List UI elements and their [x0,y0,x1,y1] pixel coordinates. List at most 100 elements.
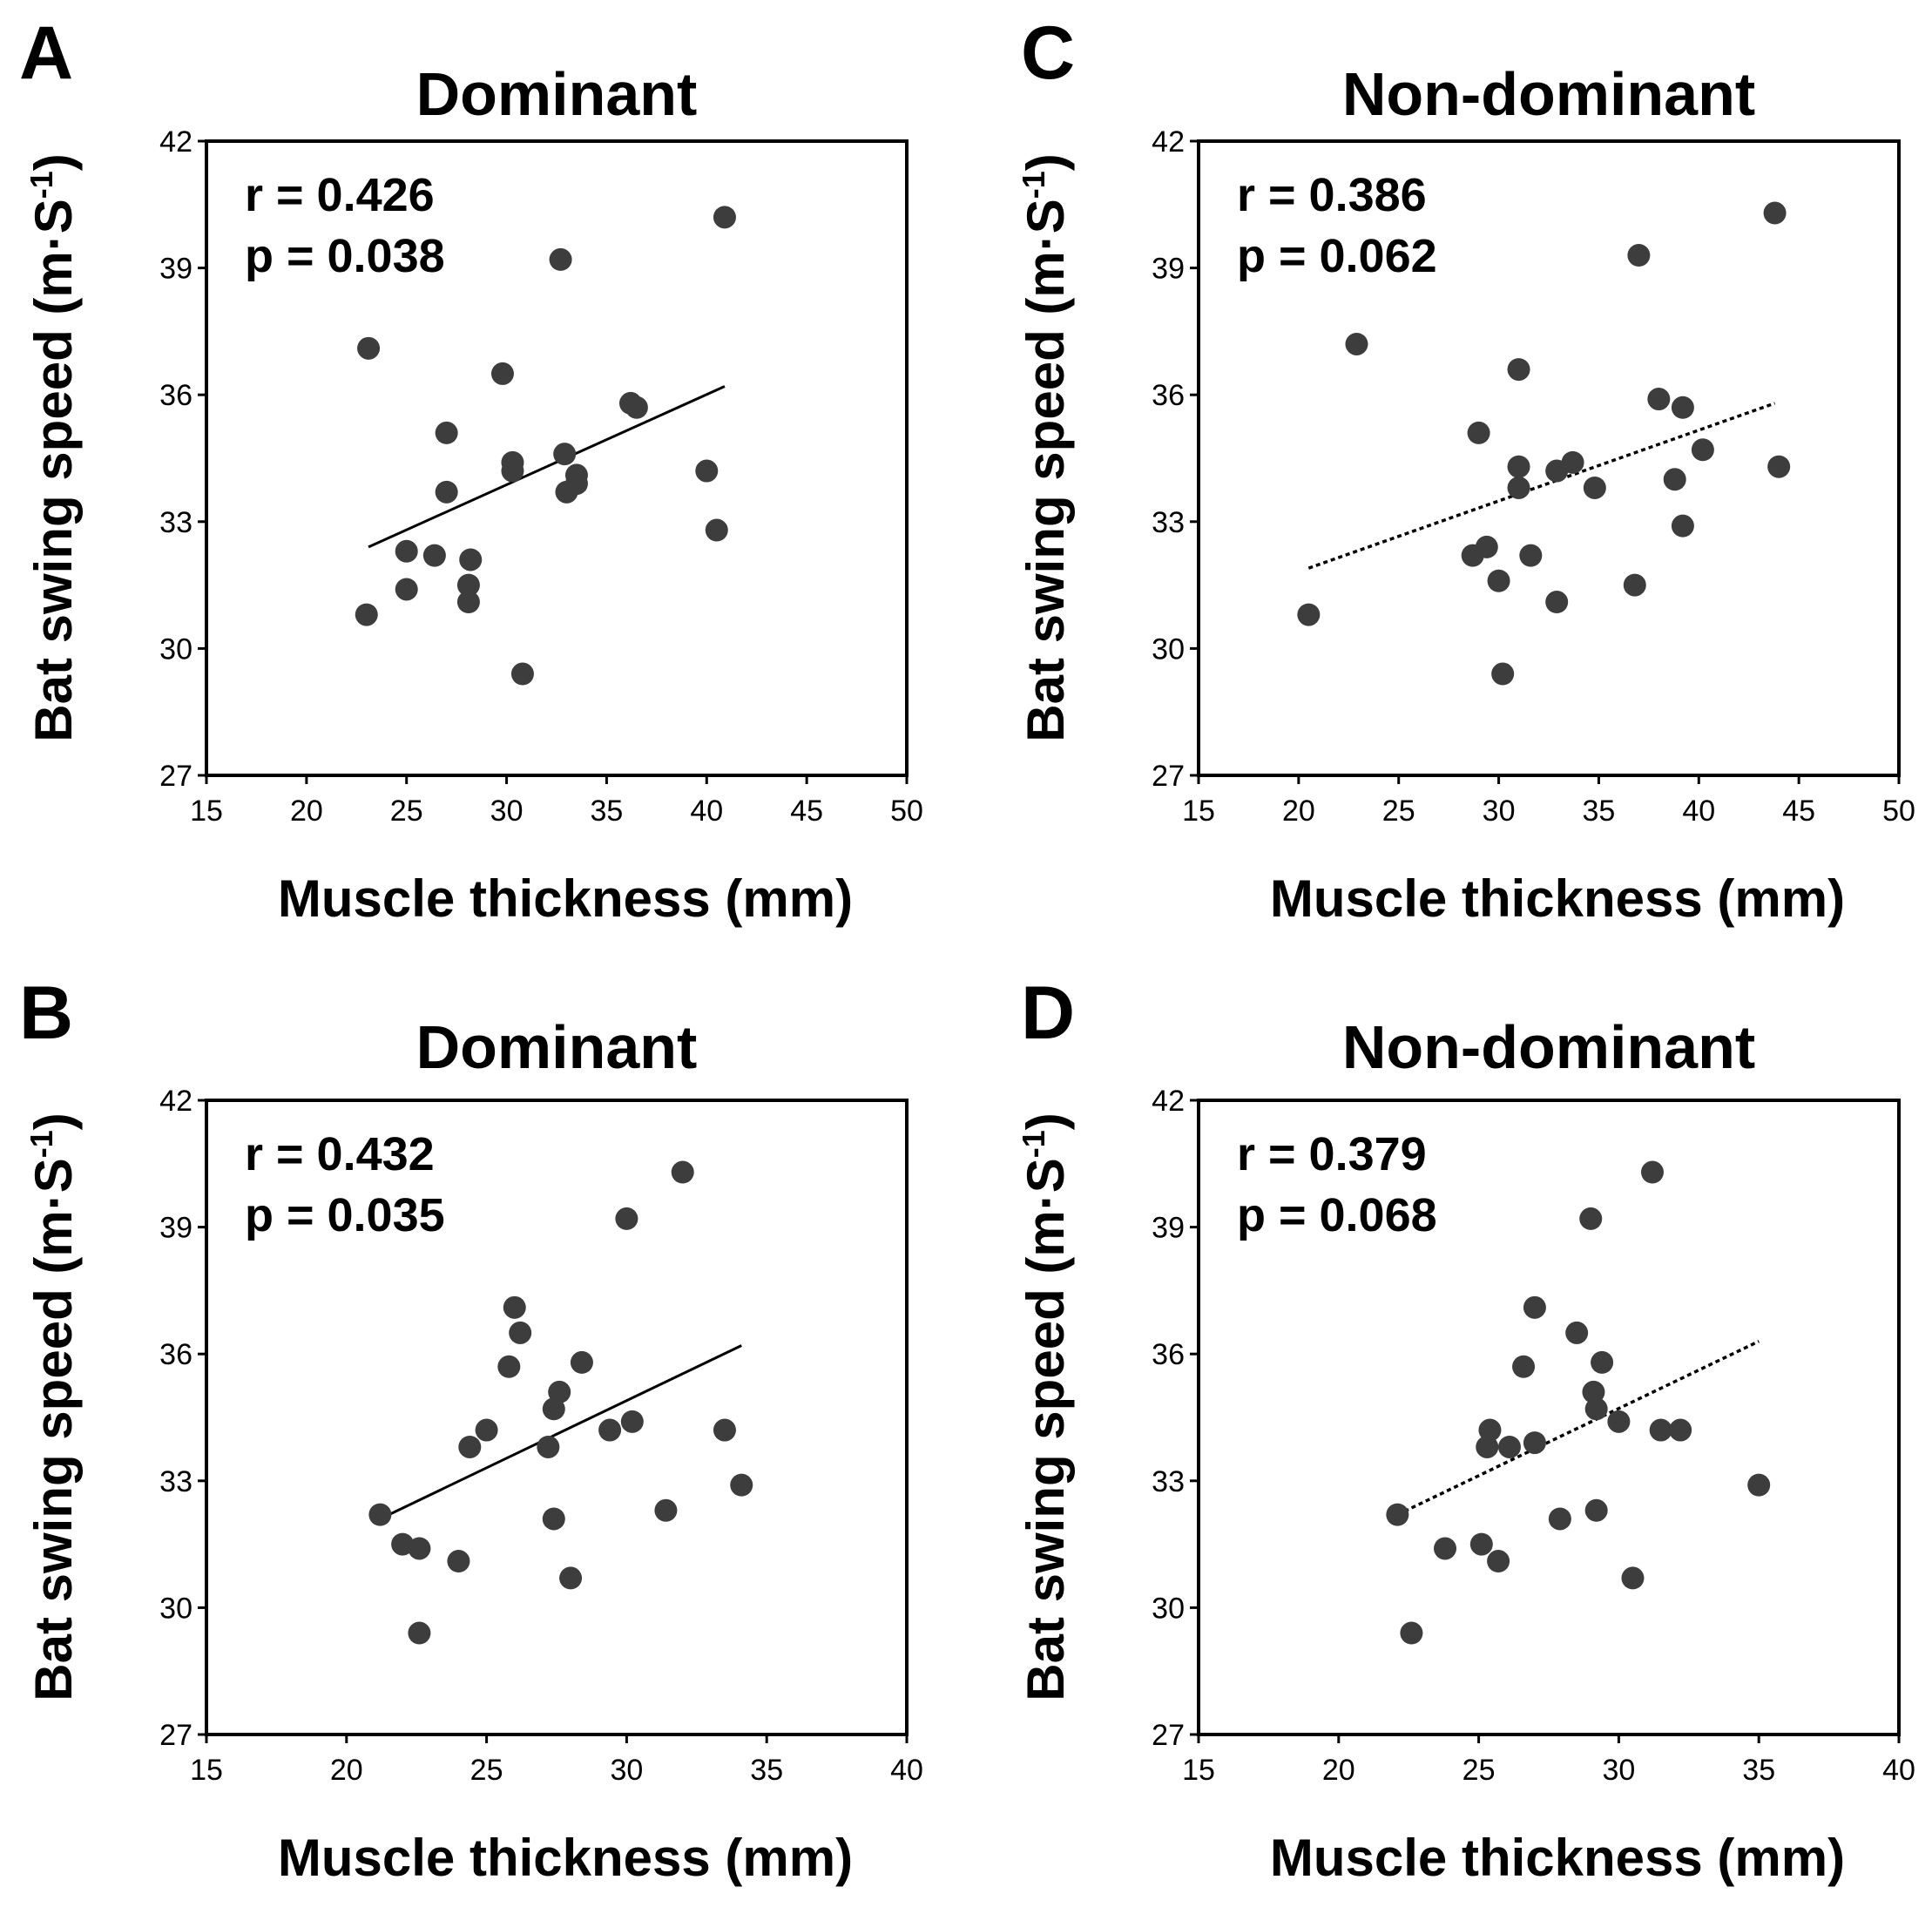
data-point [1691,438,1714,462]
trendline [1396,1340,1760,1517]
x-tick-label: 30 [1602,1754,1635,1787]
data-point [1467,421,1490,444]
panel-letter: C [1021,11,1075,95]
data-point [1763,201,1787,225]
y-axis-title-superscript: -1 [1016,171,1051,199]
x-tick-label: 45 [1782,795,1815,828]
y-tick-label: 30 [1152,1592,1185,1625]
data-point [615,1207,638,1230]
data-point [1647,388,1671,411]
plot-frame [1197,139,1901,777]
data-point [510,662,534,686]
x-tick-label: 25 [390,795,423,828]
y-tick-label: 30 [159,1592,193,1625]
data-point [1461,544,1484,567]
data-point [1591,1350,1614,1374]
data-point [435,480,458,504]
data-point [1469,1532,1493,1556]
data-point [509,1321,532,1344]
y-axis-title-unit: ·S [1017,1158,1075,1210]
data-point [422,544,446,567]
data-point [1649,1418,1672,1442]
data-point [654,1498,678,1522]
panel-letter: D [1021,971,1075,1055]
panel-title: Dominant [416,60,698,128]
data-point [1767,455,1791,478]
x-tick-label: 30 [1483,795,1516,828]
y-tick-label: 36 [159,1338,193,1371]
y-tick-label: 27 [159,760,193,793]
data-point [1607,1410,1631,1433]
y-tick-label: 39 [1152,1212,1185,1245]
stat-r: r = 0.426 [245,169,435,221]
data-point [1345,332,1368,355]
data-point [705,518,728,542]
y-tick-label: 30 [1152,632,1185,666]
x-tick-label: 20 [1322,1754,1355,1787]
panel-letter: B [19,971,73,1055]
data-point [1545,591,1569,614]
y-axis-title-superscript: -1 [1016,1130,1051,1158]
y-tick-label: 42 [1152,125,1185,159]
x-tick-label: 40 [1682,795,1715,828]
stat-p: p = 0.035 [245,1189,445,1241]
stat-r: r = 0.386 [1237,169,1427,221]
data-point [1579,1207,1603,1230]
data-point [713,1418,736,1442]
y-tick-label: 39 [1152,253,1185,286]
data-point [1627,244,1651,267]
data-point [458,1435,482,1458]
y-tick-label: 39 [159,1212,193,1245]
plot-frame [205,139,909,777]
stat-r: r = 0.432 [245,1128,435,1180]
data-point [1545,459,1569,483]
panel-b: B Dominant 27 30 33 36 39 42 15 20 25 30 35 40 Muscle … [19,971,923,1887]
data-point [570,1350,593,1374]
panel-title: Dominant [416,1013,698,1081]
panel-a: A Dominant 27 30 33 36 39 42 15 20 25 30 35 40 45 50 Mus… [19,11,923,928]
x-tick-label: 30 [610,1754,643,1787]
data-point [355,603,378,626]
data-point [713,206,736,229]
data-point [459,548,483,571]
x-tick-label: 50 [890,795,923,828]
y-axis-title-superscript: -1 [24,1130,59,1158]
y-axis-title-unit: ·S [24,199,83,251]
x-tick-label: 15 [190,795,223,828]
y-axis-title: Bat swing speed (m·S-1) [1016,153,1075,741]
data-point [1548,1507,1571,1531]
data-point [395,539,418,563]
y-axis-title-unit: ·S [24,1158,83,1210]
y-tick-label: 27 [159,1719,193,1752]
data-point [456,573,480,597]
data-point [408,1621,431,1645]
data-point [1297,603,1321,626]
x-tick-label: 15 [1182,1754,1215,1787]
x-tick-label: 20 [290,795,323,828]
x-tick-label: 40 [890,1754,923,1787]
data-point [542,1507,565,1531]
panel-d: D Non-dominant 27 30 33 36 39 42 15 20 25 30 35 40 Mus… [1016,971,1915,1887]
y-axis-title-main: Bat swing speed (m [1017,251,1075,741]
data-point [553,443,577,466]
panel-title: Non-dominant [1342,60,1755,128]
data-point [368,1503,392,1526]
y-tick-label: 33 [1152,506,1185,539]
data-point [1386,1503,1409,1526]
data-point [1497,1435,1521,1458]
data-point [1565,1321,1589,1344]
data-point [549,247,572,271]
y-axis-title-close: ) [24,1112,83,1130]
x-axis-title: Muscle thickness (mm) [278,869,853,928]
y-axis-title: Bat swing speed (m·S-1) [24,1112,83,1701]
panel-title: Non-dominant [1342,1013,1755,1081]
stat-p: p = 0.068 [1237,1189,1437,1241]
data-point [625,396,648,419]
data-point [1507,455,1530,478]
data-point [1663,468,1686,491]
y-axis-title-close: ) [24,153,83,171]
panel-c: C Non-dominant 27 30 33 36 39 42 15 20 25 30 35 40 45 5… [1016,11,1915,928]
x-tick-label: 35 [1583,795,1616,828]
data-point [1621,1566,1645,1590]
x-axis-title: Muscle thickness (mm) [278,1829,853,1887]
